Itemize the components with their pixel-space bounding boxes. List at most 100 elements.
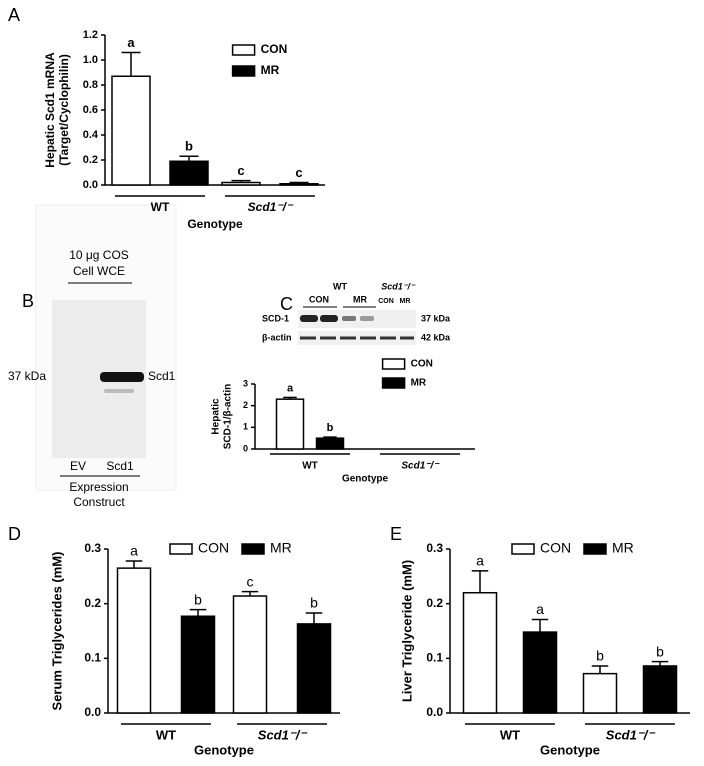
blot-footer: Expression [69,480,128,494]
legend-swatch [583,543,607,555]
blot-size: 37 kDa [421,313,451,323]
x-tick-label: WT [500,727,520,742]
band [320,315,338,322]
significance-letter: c [247,573,254,589]
significance-letter: a [130,543,138,559]
x-axis-label: Genotype [540,742,600,757]
blot-strip [298,331,416,345]
legend-label: MR [261,63,280,77]
bar [522,631,558,714]
y-tick-label: 0.8 [83,79,98,91]
y-tick-label: 0.1 [426,651,443,665]
band [100,372,144,382]
legend-swatch [381,358,406,370]
significance-letter: a [127,35,135,50]
significance-letter: b [310,595,318,611]
y-tick-label: 0.4 [83,129,99,141]
lane-label: Scd1 [106,459,134,473]
x-axis-label: Genotype [187,217,243,231]
y-axis-label: Hepatic [211,398,222,435]
x-tick-label: Scd1⁻/⁻ [248,200,294,214]
x-tick-label: WT [302,461,318,472]
bar [279,183,319,186]
legend-label: CON [261,42,288,56]
blot-size: 42 kDa [421,332,451,342]
y-tick-label: 3 [243,378,248,388]
y-tick-label: 0.2 [84,596,101,610]
y-tick-label: 0.0 [84,705,101,719]
blot-row: β-actin [262,332,292,342]
legend-label: CON [540,540,571,556]
blot-lane: CON [309,294,329,304]
bar [462,591,498,714]
blot-group: Scd1⁻/⁻ [381,281,416,291]
panel-letter: E [390,524,402,544]
band-label: Scd1 [148,369,176,383]
x-tick-label: Scd1⁻/⁻ [401,461,440,472]
blot-header: Cell WCE [73,264,125,278]
significance-letter: b [194,591,202,607]
y-tick-label: 1.0 [83,54,98,66]
legend-swatch [231,44,256,56]
blot-strip [298,310,416,328]
significance-letter: a [287,382,294,394]
bar [221,181,261,186]
y-tick-label: 0.2 [426,596,443,610]
y-tick-label: 1 [243,422,248,432]
bar [180,615,216,714]
y-tick-label: 0 [243,443,248,453]
panel-letter: A [8,5,20,25]
blot-lane: CON [378,298,394,305]
legend-label: CON [411,359,433,370]
legend-swatch [381,377,406,389]
legend-swatch [231,65,256,77]
legend-swatch [169,543,193,555]
panel-letter: B [22,291,34,311]
y-axis-label: Liver Triglyceride (mM) [399,560,414,702]
bar [275,398,305,450]
blot-group: WT [333,281,347,291]
legend-swatch [511,543,535,555]
x-tick-label: Scd1⁻/⁻ [258,727,309,742]
y-axis-label: SCD-1/β-actin [223,384,234,450]
blot-row: SCD-1 [262,313,289,323]
blot-lane: MR [353,294,367,304]
lane-label: EV [70,459,86,473]
x-tick-label: Scd1⁻/⁻ [606,727,657,742]
band [104,389,134,393]
y-tick-label: 0.0 [426,705,443,719]
y-tick-label: 0.0 [83,179,98,191]
legend-label: MR [411,378,427,389]
band [360,316,374,321]
legend-label: MR [612,540,634,556]
legend-swatch [241,543,265,555]
bar [296,623,332,714]
bar [315,437,345,450]
y-tick-label: 0.3 [84,541,101,555]
band [300,315,318,322]
x-tick-label: WT [151,200,170,214]
band [342,316,356,321]
bar [116,567,152,714]
size-marker: 37 kDa [8,369,46,383]
blot-footer: Construct [73,495,125,509]
y-tick-label: 0.3 [426,541,443,555]
significance-letter: b [656,643,664,659]
panel-letter: C [280,294,293,314]
bar [111,75,151,186]
panel-letter: D [8,524,21,544]
y-axis-label: Serum Triglycerides (mM) [49,552,64,711]
legend-label: MR [270,540,292,556]
significance-letter: b [185,139,193,154]
y-axis-label: (Target/Cyclophilin) [57,54,71,166]
y-tick-label: 2 [243,400,248,410]
significance-letter: b [596,648,604,664]
y-tick-label: 1.2 [83,29,98,41]
blot-lane: MR [400,298,411,305]
x-tick-label: WT [156,727,176,742]
bar [642,665,678,714]
significance-letter: c [237,163,244,178]
significance-letter: c [295,165,302,180]
y-tick-label: 0.2 [83,154,98,166]
